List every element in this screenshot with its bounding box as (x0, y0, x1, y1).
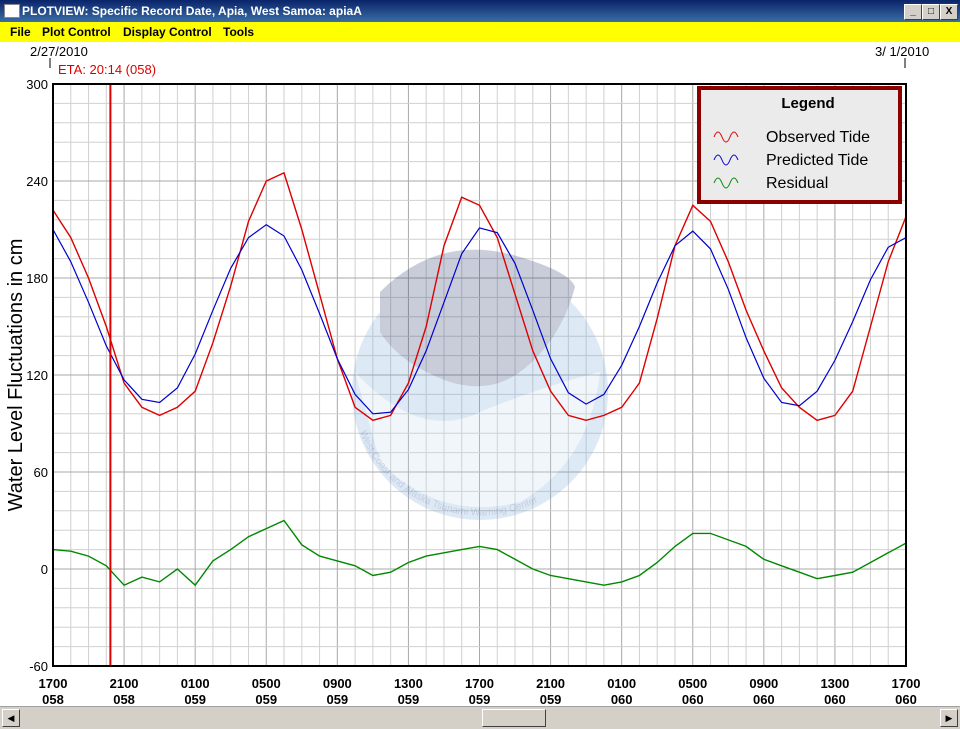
x-tick-day-label: 059 (326, 692, 348, 706)
end-date-label: 3/ 1/2010 (875, 44, 929, 59)
x-tick-day-label: 059 (255, 692, 277, 706)
x-tick-time-label: 0100 (181, 676, 210, 691)
horizontal-scrollbar[interactable]: ◀ ▶ (0, 706, 960, 729)
residual-line (52, 519, 907, 587)
legend-entry-observed: Observed Tide (766, 129, 870, 146)
x-tick-time-label: 0500 (252, 676, 281, 691)
x-tick-day-label: 058 (113, 692, 135, 706)
x-tick-time-label: 1300 (820, 676, 849, 691)
legend-title: Legend (781, 95, 834, 112)
y-tick-label: 180 (26, 271, 48, 286)
minimize-button[interactable]: _ (904, 4, 922, 20)
close-button[interactable]: X (940, 4, 958, 20)
app-icon (4, 4, 20, 18)
x-tick-day-label: 060 (611, 692, 633, 706)
noaa-logo-watermark: West Coast and Alaska Tsunami Warning Ce… (352, 249, 608, 520)
predicted-tide-line (52, 223, 907, 415)
x-tick-day-label: 060 (824, 692, 846, 706)
eta-label: ETA: 20:14 (058) (58, 62, 156, 77)
x-tick-day-label: 060 (753, 692, 775, 706)
legend: Legend Observed Tide Predicted Tide Resi… (697, 86, 902, 204)
x-tick-time-label: 0900 (749, 676, 778, 691)
x-tick-time-label: 0100 (607, 676, 636, 691)
tide-chart: 2/27/2010 3/ 1/2010 ETA: 20:14 (058) Wes… (5, 44, 929, 707)
legend-box (697, 86, 902, 204)
x-tick-day-label: 060 (682, 692, 704, 706)
scroll-right-icon[interactable]: ▶ (940, 709, 958, 727)
y-tick-label: -60 (29, 659, 48, 674)
y-tick-label: 0 (41, 562, 48, 577)
x-axis-ticks: 1700058210005801000590500059090005913000… (39, 676, 921, 707)
menu-file[interactable]: File (10, 25, 31, 39)
window-title: PLOTVIEW: Specific Record Date, Apia, We… (22, 4, 362, 18)
scroll-left-icon[interactable]: ◀ (2, 709, 20, 727)
plot-frame (52, 83, 907, 667)
y-tick-label: 300 (26, 77, 48, 92)
x-tick-day-label: 059 (398, 692, 420, 706)
y-axis-ticks: -60 0 60 120 180 240 300 (26, 77, 48, 674)
maximize-button[interactable]: □ (922, 4, 940, 20)
menu-tools[interactable]: Tools (223, 25, 255, 39)
legend-entry-predicted: Predicted Tide (766, 152, 868, 169)
legend-swatch-predicted (713, 154, 739, 166)
x-tick-time-label: 2100 (536, 676, 565, 691)
x-tick-time-label: 1700 (465, 676, 494, 691)
x-tick-day-label: 059 (184, 692, 206, 706)
observed-tide-line (52, 171, 907, 422)
menu-bar: File Plot Control Display Control Tools (0, 22, 960, 42)
legend-swatch-residual (713, 177, 739, 189)
x-tick-day-label: 058 (42, 692, 64, 706)
menu-plot-control[interactable]: Plot Control (42, 25, 111, 39)
x-tick-day-label: 059 (469, 692, 491, 706)
legend-entry-residual: Residual (766, 175, 828, 192)
x-tick-day-label: 060 (895, 692, 917, 706)
x-tick-time-label: 1300 (394, 676, 423, 691)
title-bar: PLOTVIEW: Specific Record Date, Apia, We… (0, 0, 960, 22)
chart-panel: 2/27/2010 3/ 1/2010 ETA: 20:14 (058) Wes… (0, 42, 960, 707)
x-tick-time-label: 2100 (110, 676, 139, 691)
legend-swatch-observed (713, 131, 739, 143)
y-tick-label: 120 (26, 368, 48, 383)
menu-display-control[interactable]: Display Control (123, 25, 212, 39)
x-tick-day-label: 059 (540, 692, 562, 706)
x-tick-time-label: 0900 (323, 676, 352, 691)
x-tick-time-label: 1700 (892, 676, 921, 691)
logo-disc (352, 264, 608, 520)
series-layer (52, 171, 907, 587)
start-date-label: 2/27/2010 (30, 44, 88, 59)
x-tick-time-label: 1700 (39, 676, 68, 691)
y-axis-label: Water Level Fluctuations in cm (5, 239, 27, 512)
scroll-thumb[interactable] (482, 709, 546, 727)
x-tick-time-label: 0500 (678, 676, 707, 691)
y-tick-label: 60 (34, 465, 48, 480)
grid (52, 83, 907, 667)
y-tick-label: 240 (26, 174, 48, 189)
logo-wave (355, 372, 600, 507)
logo-bird (380, 249, 575, 387)
